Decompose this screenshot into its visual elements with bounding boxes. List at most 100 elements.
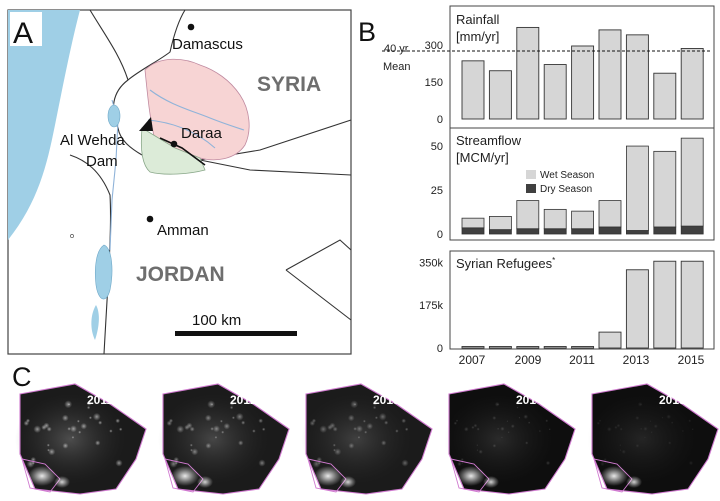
- bright-city: [340, 476, 356, 488]
- lower-basin-outline: [164, 458, 204, 493]
- night-light: [109, 429, 113, 433]
- night-light: [353, 427, 357, 431]
- legend-swatch-dry: [526, 184, 536, 193]
- night-light: [681, 430, 684, 433]
- night-light: [635, 444, 640, 448]
- x-tick-2015: 2015: [678, 353, 705, 367]
- daraa-label: Daraa: [181, 125, 223, 142]
- night-light: [204, 414, 212, 422]
- refugees-bar-2010: [543, 346, 567, 349]
- night-light: [238, 440, 244, 446]
- refugees-bar-2011: [571, 346, 595, 349]
- night-light: [309, 420, 316, 427]
- night-light: [616, 423, 621, 428]
- night-light: [525, 441, 529, 445]
- night-light: [95, 440, 101, 446]
- night-light: [523, 414, 529, 420]
- amman-label: Amman: [157, 222, 209, 239]
- night-light: [210, 427, 214, 431]
- streamflow-bar-2011-dry-season: [571, 228, 594, 235]
- panel-a-map: Damascus Daraa Al Wehda Dam Amman SYRIA …: [7, 9, 352, 355]
- streamflow-bar-2008-dry-season: [488, 229, 512, 235]
- night-light: [223, 422, 231, 430]
- night-light: [241, 420, 246, 425]
- night-light: [319, 425, 328, 434]
- night-light: [640, 427, 643, 430]
- night-light: [545, 419, 549, 423]
- night-light: [606, 426, 612, 432]
- night-light: [378, 412, 387, 421]
- panel-c-nightlights: C 2011 2012 2013 2014 2015: [12, 362, 719, 495]
- refugees-ytick: 350k: [419, 257, 443, 269]
- night-light: [497, 427, 500, 430]
- night-light: [189, 443, 193, 447]
- rainfall-bar-2012: [598, 29, 622, 120]
- refugees-bar-2012: [598, 331, 622, 349]
- refugees-bar-2007: [461, 346, 485, 349]
- night-light: [548, 428, 551, 431]
- bright-city: [314, 466, 342, 486]
- streamflow-bar-2013-wet-season: [626, 145, 649, 231]
- night-light: [214, 436, 218, 439]
- night-light: [527, 421, 531, 424]
- night-light: [644, 436, 646, 439]
- streamflow-bar-2010-dry-season: [543, 228, 567, 235]
- night-map-2012: 2012: [158, 383, 290, 495]
- night-light: [666, 414, 672, 420]
- night-light: [31, 461, 36, 465]
- night-map-2014: 2014: [444, 383, 576, 495]
- night-map-2013: 2013: [301, 383, 433, 495]
- night-light-maps: 2011 2012 2013 2014 2015: [15, 383, 719, 495]
- night-light: [463, 426, 469, 432]
- refugees-bar-2014: [653, 260, 677, 349]
- rainfall-bar-2011: [571, 45, 595, 120]
- night-light: [261, 427, 266, 431]
- night-light: [510, 424, 515, 429]
- refugees-title-text: Syrian Refugees: [456, 256, 553, 271]
- panel-b-letter: B: [358, 17, 376, 47]
- night-light: [492, 444, 497, 448]
- night-light: [518, 416, 521, 419]
- night-light: [186, 422, 193, 429]
- night-light: [334, 448, 342, 456]
- streamflow-title: Streamflow: [456, 133, 522, 148]
- lower-basin-outline: [450, 458, 490, 493]
- streamflow-ytick: 25: [431, 185, 443, 197]
- streamflow-bar-2010-wet-season: [543, 208, 567, 230]
- lower-basin: [140, 127, 206, 175]
- night-light: [476, 444, 479, 447]
- night-light: [401, 459, 409, 467]
- night-light: [229, 400, 235, 406]
- streamflow-bar-2008-wet-season: [488, 216, 512, 231]
- night-light: [166, 420, 173, 427]
- rainfall-title: Rainfall: [456, 12, 499, 27]
- legend-wet-season: Wet Season: [540, 170, 594, 181]
- streamflow-bar-2014-dry-season: [653, 226, 677, 235]
- night-map-2011: 2011: [15, 383, 147, 495]
- night-light: [229, 405, 234, 410]
- night-light: [460, 457, 464, 462]
- x-tick-2007: 2007: [459, 353, 486, 367]
- streamflow-bar-2014-wet-season: [653, 150, 677, 228]
- night-light: [174, 461, 179, 465]
- night-light: [115, 418, 121, 424]
- lower-basin-outline: [307, 458, 347, 493]
- refugees-title: Syrian Refugees*: [456, 256, 555, 271]
- night-light: [176, 425, 185, 434]
- damascus-dot: [187, 23, 195, 31]
- night-light: [381, 440, 387, 446]
- night-light: [600, 461, 605, 467]
- refugees-bar-2008: [488, 346, 512, 349]
- night-light: [64, 400, 73, 409]
- night-light: [401, 418, 407, 424]
- night-light: [348, 442, 355, 449]
- night-light: [23, 420, 30, 427]
- night-map-year-2013: 2013: [373, 393, 400, 407]
- night-light: [118, 427, 123, 431]
- night-light: [235, 412, 244, 421]
- dam-label-line1: Al Wehda: [60, 132, 125, 149]
- mean-label-line2: Mean: [383, 61, 411, 73]
- night-light: [604, 461, 607, 465]
- night-light: [659, 406, 662, 409]
- night-light: [48, 448, 56, 456]
